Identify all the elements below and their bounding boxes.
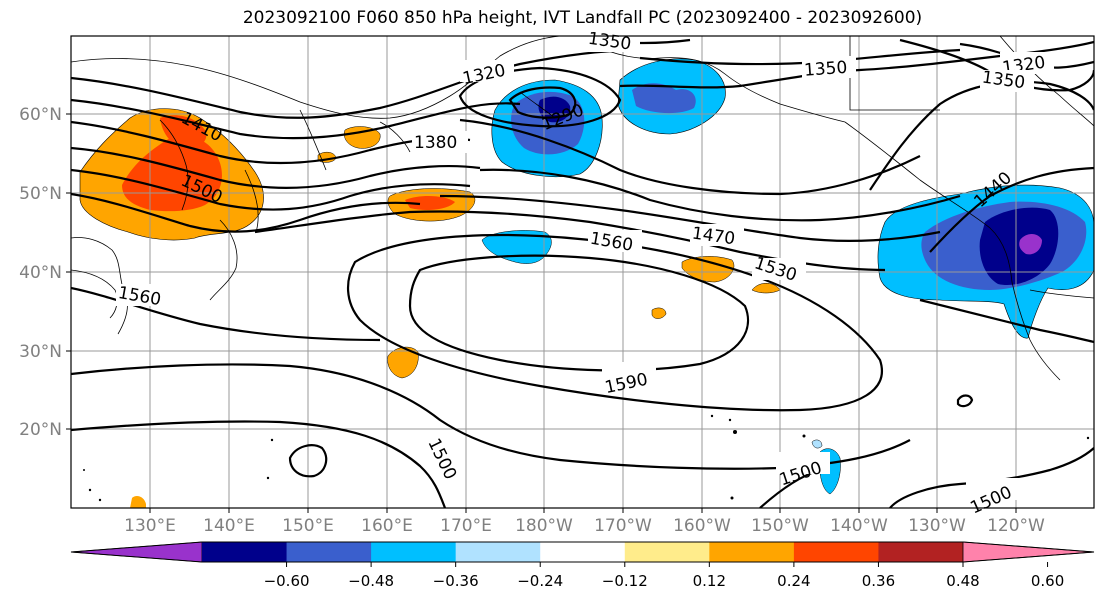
shade-east-asia-red <box>122 135 222 212</box>
lat-label-group: 60°N 50°N 40°N 30°N 20°N <box>19 105 62 440</box>
lon-label-170e: 170°E <box>440 516 492 536</box>
graticule <box>71 36 1094 508</box>
colorbar-segment <box>286 542 372 562</box>
colorbar: −0.60 −0.48 −0.36 −0.24 −0.12 0.12 0.24 0.36 0.4… <box>70 541 1095 590</box>
shade-orange-east-1 <box>681 256 735 283</box>
colorbar-tick-label: −0.12 <box>602 572 648 590</box>
lat-label-60n: 60°N <box>19 105 62 125</box>
colorbar-tick-label: −0.60 <box>264 572 310 590</box>
shade-lightblue-hawaii <box>811 439 823 449</box>
colorbar-tick-label: −0.24 <box>517 572 563 590</box>
colorbar-tick-label: −0.48 <box>348 572 394 590</box>
lon-label-170w: 170°W <box>594 516 652 536</box>
lon-ticks <box>149 508 1017 513</box>
lon-label-140e: 140°E <box>203 516 255 536</box>
colorbar-segments <box>70 541 1095 563</box>
colorbar-segment <box>624 542 710 562</box>
lon-label-group: 130°E 140°E 150°E 160°E 170°E 180°W 170°… <box>124 516 1045 536</box>
colorbar-tick-label: 0.24 <box>777 572 810 590</box>
lon-label-130w: 130°W <box>908 516 966 536</box>
lon-label-150w: 150°W <box>751 516 809 536</box>
map-title: 2023092100 F060 850 hPa height, IVT Land… <box>242 8 923 28</box>
lon-label-160e: 160°E <box>361 516 413 536</box>
lon-label-160w: 160°W <box>673 516 731 536</box>
colorbar-segment <box>371 542 457 562</box>
colorbar-segment <box>878 542 964 562</box>
colorbar-tick-label: 0.12 <box>693 572 726 590</box>
shade-alaska-blue <box>632 83 696 114</box>
lat-label-50n: 50°N <box>19 184 62 204</box>
lat-ticks <box>66 113 71 430</box>
colorbar-segment <box>709 542 795 562</box>
colorbar-ticks <box>286 562 1049 567</box>
ivt-shading <box>79 58 1094 508</box>
lon-label-180w: 180°W <box>515 516 573 536</box>
colorbar-segment <box>202 542 288 562</box>
shade-orange-sw <box>130 496 146 508</box>
shade-westcoast-navy <box>979 207 1059 286</box>
shade-orange-small-3 <box>651 307 667 319</box>
colorbar-outline <box>70 541 1095 563</box>
shade-midpacific-red <box>405 196 455 210</box>
shade-kamchatka-orange <box>344 126 381 149</box>
colorbar-labels: −0.60 −0.48 −0.36 −0.24 −0.12 0.12 0.24 0.36 0.4… <box>264 572 1065 590</box>
colorbar-tick-label: 0.36 <box>862 572 895 590</box>
colorbar-segment <box>540 542 626 562</box>
lon-label-120w: 120°W <box>987 516 1045 536</box>
contour-label-1380: 1380 <box>414 133 457 153</box>
lon-label-140w: 140°W <box>830 516 888 536</box>
lat-label-30n: 30°N <box>19 342 62 362</box>
colorbar-tick-label: 0.60 <box>1031 572 1064 590</box>
lat-label-40n: 40°N <box>19 263 62 283</box>
islands <box>83 414 1090 502</box>
colorbar-tick-label: −0.36 <box>433 572 479 590</box>
colorbar-extend-high <box>962 541 1095 563</box>
shade-westcoast-purple <box>1019 234 1042 255</box>
colorbar-extend-low <box>70 541 203 563</box>
contour-label-1350-mid: 1350 <box>803 58 848 81</box>
colorbar-segment <box>793 542 879 562</box>
colorbar-segment <box>455 542 541 562</box>
colorbar-tick-label: 0.48 <box>946 572 979 590</box>
lon-label-150e: 150°E <box>282 516 334 536</box>
lon-label-130e: 130°E <box>124 516 176 536</box>
lat-label-20n: 20°N <box>19 420 62 440</box>
